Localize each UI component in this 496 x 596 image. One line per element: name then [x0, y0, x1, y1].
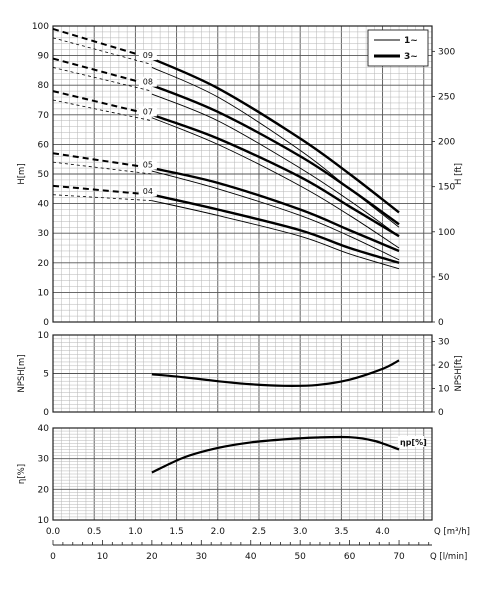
- curve-label-05: 05: [143, 161, 153, 170]
- npsh-ylabel-left: NPSH[m]: [17, 354, 27, 392]
- head-extrapolation-08-1ph: [52, 67, 152, 92]
- head-ytick-label: 40: [38, 200, 50, 210]
- efficiency-panel-frame: [52, 427, 433, 521]
- xtick-m3h-label: 1.5: [169, 527, 183, 537]
- head-extrapolation-05-1ph: [52, 161, 152, 175]
- head-ytick-ft-label: 200: [438, 138, 455, 148]
- head-extrapolation-09-1ph: [52, 37, 152, 65]
- head-ytick-label: 0: [43, 318, 49, 328]
- curve-label-bg: [138, 186, 157, 197]
- efficiency-annotation: ηp[%]: [400, 438, 427, 447]
- xtick-lmin-label: 50: [294, 552, 306, 562]
- head-ytick-ft-label: 300: [438, 47, 455, 57]
- xlabel-lmin: Q [l/min]: [430, 552, 467, 562]
- head-ytick-label: 90: [38, 52, 50, 62]
- efficiency-curve: [151, 435, 400, 474]
- xtick-lmin-label: 40: [245, 552, 257, 562]
- xtick-m3h-label: 3.5: [334, 527, 348, 537]
- xtick-lmin-label: 60: [344, 552, 356, 562]
- xlabel-m3h: Q [m³/h]: [434, 527, 470, 537]
- head-curve-05-3ph: [151, 166, 400, 253]
- head-curve-07-3ph: [151, 113, 400, 238]
- head-ytick-label: 80: [38, 81, 50, 91]
- curve-label-09: 09: [143, 51, 153, 60]
- xtick-m3h-label: 1.0: [128, 527, 143, 537]
- head-extrapolation-04-1ph: [52, 194, 152, 202]
- head-curve-09-3ph: [151, 57, 400, 214]
- npsh-ylabel-right: NPSH[ft]: [454, 355, 464, 391]
- xtick-m3h-label: 4.0: [375, 527, 390, 537]
- curve-label-bg: [138, 76, 157, 87]
- head-ylabel-left: H[m]: [17, 163, 27, 184]
- efficiency-annotation-bg: [398, 436, 424, 447]
- npsh-ytick-ft-label: 0: [438, 408, 444, 418]
- chart-grids: [52, 25, 435, 546]
- head-curve-07-1ph: [151, 117, 400, 249]
- efficiency-ytick-label: 30: [38, 455, 50, 465]
- npsh-ytick-label: 0: [43, 408, 49, 418]
- efficiency-ytick-label: 40: [38, 424, 50, 434]
- head-ytick-label: 10: [38, 288, 50, 298]
- efficiency-ylabel-left: η[%]: [17, 464, 27, 484]
- curve-label-08: 08: [143, 78, 153, 87]
- xtick-m3h-label: 0.0: [46, 527, 61, 537]
- head-ytick-ft-label: 150: [438, 183, 455, 193]
- head-ytick-ft-label: 100: [438, 228, 455, 238]
- head-curve-04-1ph: [151, 200, 400, 270]
- head-ytick-label: 50: [38, 170, 50, 180]
- head-extrapolation-05-3ph: [52, 152, 153, 170]
- head-ytick-label: 70: [38, 111, 50, 121]
- curve-label-04: 04: [143, 187, 153, 196]
- head-ytick-ft-label: 50: [438, 273, 450, 283]
- curve-label-07: 07: [143, 107, 153, 116]
- npsh-ytick-ft-label: 20: [438, 361, 450, 371]
- head-extrapolation-07-3ph: [52, 90, 153, 116]
- xtick-lmin-label: 0: [50, 552, 56, 562]
- head-extrapolation-07-1ph: [52, 99, 152, 122]
- xtick-m3h-label: 2.0: [211, 527, 226, 537]
- legend-box: [367, 29, 429, 67]
- head-ytick-ft-label: 0: [438, 318, 444, 328]
- head-curve-08-3ph: [151, 84, 400, 226]
- head-ytick-ft-label: 250: [438, 92, 455, 102]
- chart-curves: [52, 28, 400, 474]
- head-extrapolation-08-3ph: [52, 57, 153, 87]
- xtick-m3h-label: 2.5: [252, 527, 266, 537]
- xtick-lmin-label: 20: [146, 552, 158, 562]
- npsh-curve: [151, 359, 400, 388]
- head-curve-05-1ph: [151, 170, 400, 261]
- head-ytick-label: 30: [38, 229, 50, 239]
- xtick-lmin-label: 70: [393, 552, 405, 562]
- xtick-lmin-label: 30: [196, 552, 208, 562]
- efficiency-ytick-label: 20: [38, 485, 50, 495]
- curve-label-bg: [138, 159, 157, 170]
- head-extrapolation-09-3ph: [52, 28, 153, 60]
- legend-label-thick: 3~: [404, 52, 418, 62]
- head-panel-frame: [52, 25, 433, 323]
- head-ytick-label: 60: [38, 140, 50, 150]
- npsh-ytick-label: 10: [38, 331, 50, 341]
- npsh-ytick-label: 5: [43, 370, 49, 380]
- npsh-ytick-ft-label: 30: [438, 338, 450, 348]
- xtick-m3h-label: 3.0: [293, 527, 308, 537]
- xtick-m3h-label: 0.5: [87, 527, 101, 537]
- head-extrapolation-04-3ph: [52, 184, 152, 196]
- curve-label-bg: [138, 50, 157, 61]
- npsh-ytick-ft-label: 10: [438, 385, 450, 395]
- head-curve-04-3ph: [151, 193, 400, 264]
- chart-labels: 0102030405060708090100050100150200250300…: [17, 22, 470, 562]
- legend-label-thin: 1~: [404, 36, 418, 46]
- head-ylabel-right: H [ft]: [454, 163, 464, 185]
- npsh-panel-frame: [52, 334, 433, 413]
- head-curve-08-1ph: [151, 93, 400, 237]
- head-ytick-label: 20: [38, 259, 50, 269]
- head-ytick-label: 100: [32, 22, 49, 32]
- curve-label-bg: [138, 106, 157, 117]
- efficiency-ytick-label: 10: [38, 516, 50, 526]
- xtick-lmin-label: 10: [97, 552, 109, 562]
